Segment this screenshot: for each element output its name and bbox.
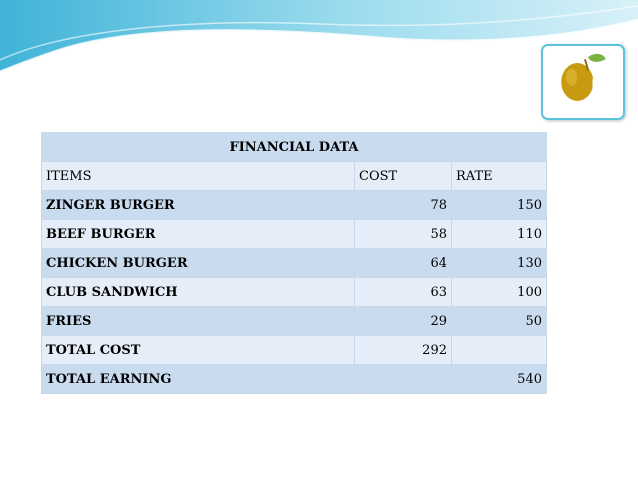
rate-cell: 540 <box>451 364 547 394</box>
table-row: CHICKEN BURGER 64 130 <box>41 248 547 278</box>
cost-cell: 58 <box>354 219 452 249</box>
rate-cell <box>451 335 547 365</box>
cost-cell: 78 <box>354 190 452 220</box>
table-row: BEEF BURGER 58 110 <box>41 219 547 249</box>
table-row-total-earning: TOTAL EARNING 540 <box>41 364 547 394</box>
item-cell: FRIES <box>41 306 355 336</box>
rate-cell: 50 <box>451 306 547 336</box>
table-title: FINANCIAL DATA <box>41 132 547 162</box>
cost-cell: 64 <box>354 248 452 278</box>
table-row: FRIES 29 50 <box>41 306 547 336</box>
item-cell: CLUB SANDWICH <box>41 277 355 307</box>
column-header-rate: RATE <box>451 161 547 191</box>
column-header-items: ITEMS <box>41 161 355 191</box>
rate-cell: 110 <box>451 219 547 249</box>
rate-cell: 130 <box>451 248 547 278</box>
item-cell: CHICKEN BURGER <box>41 248 355 278</box>
cost-cell: 29 <box>354 306 452 336</box>
item-cell: TOTAL EARNING <box>41 364 355 394</box>
rate-cell: 100 <box>451 277 547 307</box>
table-header-row: ITEMS COST RATE <box>41 161 547 191</box>
table-row-total-cost: TOTAL COST 292 <box>41 335 547 365</box>
table-row: ZINGER BURGER 78 150 <box>41 190 547 220</box>
item-cell: BEEF BURGER <box>41 219 355 249</box>
header-wave-decoration <box>0 0 638 74</box>
rate-cell: 150 <box>451 190 547 220</box>
apple-fork-logo-icon <box>561 53 606 107</box>
financial-data-table: FINANCIAL DATA ITEMS COST RATE ZINGER BU… <box>41 132 547 394</box>
logo-card <box>541 44 625 120</box>
item-cell: ZINGER BURGER <box>41 190 355 220</box>
column-header-cost: COST <box>354 161 452 191</box>
table-title-row: FINANCIAL DATA <box>41 132 547 162</box>
item-cell: TOTAL COST <box>41 335 355 365</box>
cost-cell: 292 <box>354 335 452 365</box>
table-row: CLUB SANDWICH 63 100 <box>41 277 547 307</box>
cost-cell: 63 <box>354 277 452 307</box>
cost-cell <box>354 364 452 394</box>
